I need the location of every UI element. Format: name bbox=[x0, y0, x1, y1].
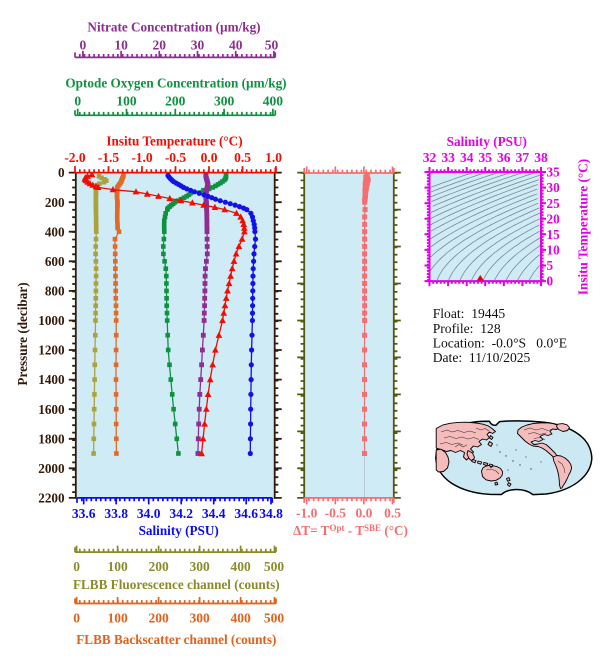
svg-text:800: 800 bbox=[45, 284, 65, 299]
svg-text:100: 100 bbox=[107, 559, 128, 574]
svg-text:200: 200 bbox=[148, 559, 169, 574]
svg-text:-0.5: -0.5 bbox=[165, 150, 187, 165]
svg-text:300: 300 bbox=[189, 610, 210, 625]
svg-text:35: 35 bbox=[478, 150, 492, 165]
svg-text:400: 400 bbox=[263, 93, 284, 108]
svg-text:0: 0 bbox=[73, 610, 80, 625]
svg-text:Salinity (PSU): Salinity (PSU) bbox=[139, 523, 219, 538]
svg-text:0: 0 bbox=[547, 274, 554, 289]
svg-text:36: 36 bbox=[497, 150, 511, 165]
svg-text:300: 300 bbox=[214, 93, 235, 108]
svg-text:40: 40 bbox=[229, 38, 243, 53]
svg-text:5: 5 bbox=[547, 258, 554, 273]
svg-text:0: 0 bbox=[58, 165, 65, 180]
svg-text:1600: 1600 bbox=[38, 402, 65, 417]
svg-text:0: 0 bbox=[73, 559, 80, 574]
svg-text:200: 200 bbox=[45, 195, 65, 210]
svg-text:0: 0 bbox=[80, 38, 87, 53]
svg-text:-1.0: -1.0 bbox=[296, 506, 318, 521]
svg-text:30: 30 bbox=[547, 180, 561, 195]
svg-text:33: 33 bbox=[441, 150, 455, 165]
svg-text:500: 500 bbox=[264, 559, 285, 574]
svg-text:Location: -0.0°S 0.0°E: Location: -0.0°S 0.0°E bbox=[433, 335, 567, 350]
svg-text:-1.0: -1.0 bbox=[131, 150, 153, 165]
svg-text:20: 20 bbox=[547, 211, 561, 226]
svg-text:34.2: 34.2 bbox=[169, 506, 193, 521]
svg-text:0.5: 0.5 bbox=[384, 506, 401, 521]
svg-text:1200: 1200 bbox=[38, 343, 65, 358]
svg-text:Insitu Temperature (°C): Insitu Temperature (°C) bbox=[576, 159, 591, 295]
svg-text:30: 30 bbox=[191, 38, 205, 53]
svg-text:1000: 1000 bbox=[38, 313, 65, 328]
svg-text:32: 32 bbox=[423, 150, 437, 165]
svg-text:400: 400 bbox=[45, 224, 65, 239]
svg-text:Date: 11/10/2025: Date: 11/10/2025 bbox=[433, 350, 531, 365]
svg-text:35: 35 bbox=[547, 165, 561, 180]
svg-text:2000: 2000 bbox=[38, 461, 65, 476]
svg-text:Pressure (decibar): Pressure (decibar) bbox=[15, 282, 30, 385]
svg-text:33.6: 33.6 bbox=[72, 506, 96, 521]
svg-text:FLBB Fluorescence channel (cou: FLBB Fluorescence channel (counts) bbox=[73, 577, 280, 592]
svg-text:-0.5: -0.5 bbox=[325, 506, 347, 521]
svg-text:400: 400 bbox=[230, 610, 251, 625]
svg-text:0: 0 bbox=[74, 93, 81, 108]
svg-text:10: 10 bbox=[114, 38, 128, 53]
svg-text:0.0: 0.0 bbox=[201, 150, 218, 165]
svg-text:1400: 1400 bbox=[38, 372, 65, 387]
svg-text:33.8: 33.8 bbox=[104, 506, 128, 521]
svg-text:Insitu Temperature (°C): Insitu Temperature (°C) bbox=[106, 133, 242, 148]
svg-text:Nitrate Concentration (µm/kg): Nitrate Concentration (µm/kg) bbox=[87, 19, 260, 34]
svg-text:1800: 1800 bbox=[38, 431, 65, 446]
svg-text:38: 38 bbox=[534, 150, 548, 165]
svg-text:ΔT= TOpt - TSBE (°C): ΔT= TOpt - TSBE (°C) bbox=[293, 523, 408, 538]
svg-text:Optode Oxygen Concentration (µ: Optode Oxygen Concentration (µm/kg) bbox=[65, 76, 286, 91]
svg-text:25: 25 bbox=[547, 196, 561, 211]
svg-text:50: 50 bbox=[265, 38, 279, 53]
svg-text:2200: 2200 bbox=[38, 491, 65, 506]
svg-text:15: 15 bbox=[547, 227, 561, 242]
svg-text:1.0: 1.0 bbox=[265, 150, 282, 165]
svg-text:0.5: 0.5 bbox=[234, 150, 251, 165]
svg-text:200: 200 bbox=[165, 93, 186, 108]
svg-text:34: 34 bbox=[460, 150, 474, 165]
svg-text:34.6: 34.6 bbox=[234, 506, 258, 521]
svg-text:0.0: 0.0 bbox=[355, 506, 372, 521]
svg-text:34.8: 34.8 bbox=[259, 506, 283, 521]
svg-text:20: 20 bbox=[153, 38, 167, 53]
svg-text:600: 600 bbox=[45, 254, 65, 269]
svg-text:100: 100 bbox=[107, 610, 128, 625]
svg-text:34.4: 34.4 bbox=[202, 506, 226, 521]
svg-text:200: 200 bbox=[148, 610, 169, 625]
svg-text:Float: 19445: Float: 19445 bbox=[433, 306, 506, 321]
svg-text:34.0: 34.0 bbox=[137, 506, 161, 521]
svg-text:-1.5: -1.5 bbox=[98, 150, 120, 165]
svg-text:300: 300 bbox=[189, 559, 210, 574]
svg-text:Profile: 128: Profile: 128 bbox=[433, 321, 501, 336]
svg-text:FLBB Backscatter channel (coun: FLBB Backscatter channel (counts) bbox=[76, 632, 276, 647]
svg-text:37: 37 bbox=[516, 150, 530, 165]
svg-text:-2.0: -2.0 bbox=[64, 150, 86, 165]
svg-text:Salinity (PSU): Salinity (PSU) bbox=[447, 134, 527, 149]
svg-text:100: 100 bbox=[116, 93, 137, 108]
svg-text:400: 400 bbox=[230, 559, 251, 574]
svg-text:500: 500 bbox=[264, 610, 285, 625]
svg-text:10: 10 bbox=[547, 243, 561, 258]
